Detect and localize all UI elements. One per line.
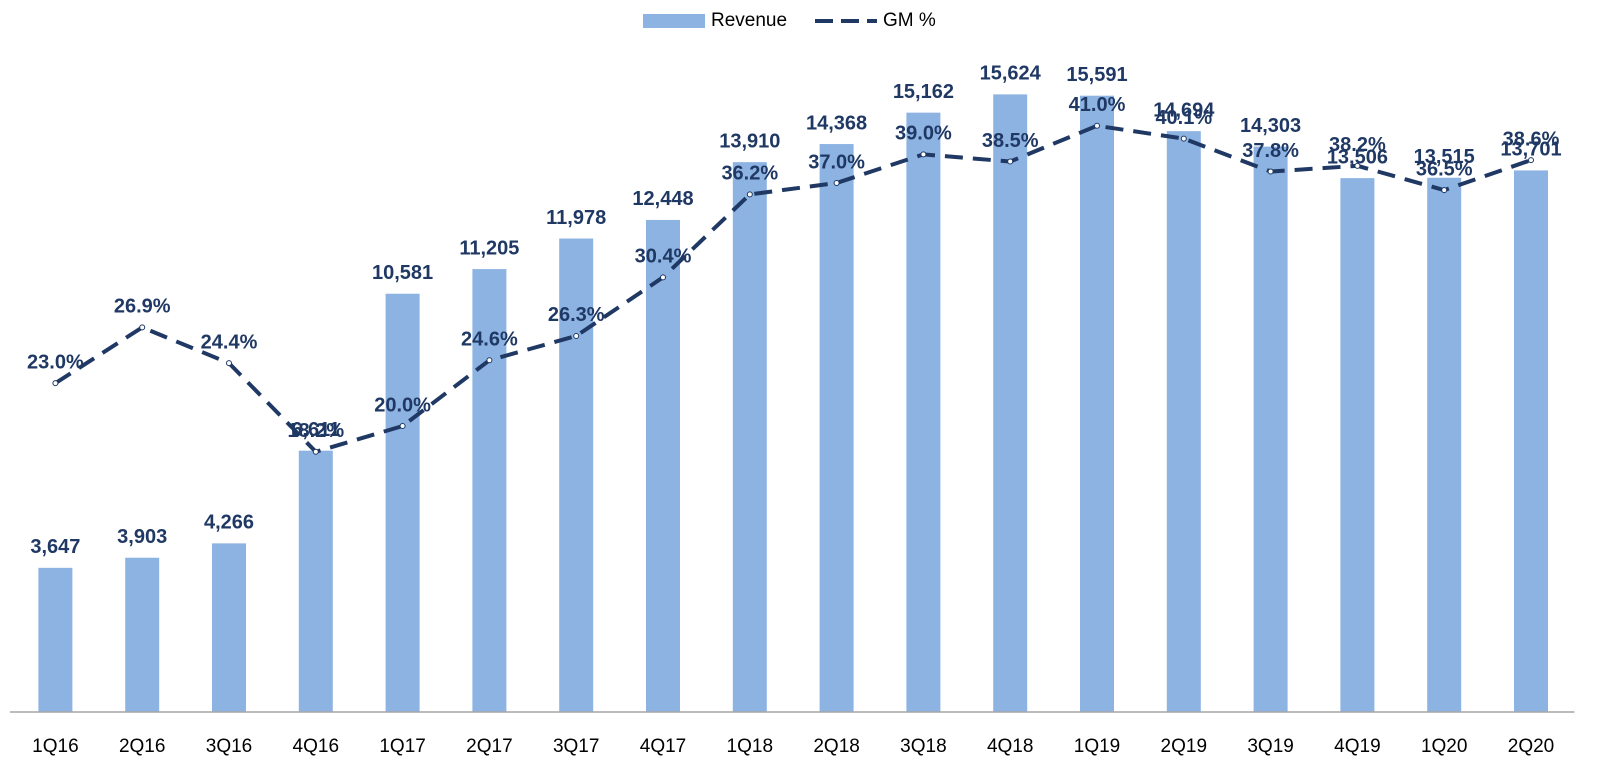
data-label: 39.0% [895, 123, 952, 145]
x-tick-label: 1Q18 [727, 736, 773, 757]
point [573, 332, 580, 339]
data-label: 15,591 [1066, 64, 1127, 86]
point [226, 360, 232, 367]
point [312, 448, 319, 455]
line [54, 123, 1532, 455]
data-label: 13,515 [1414, 146, 1475, 168]
data-label: 14,303 [1240, 115, 1301, 137]
point [1441, 187, 1448, 194]
bar [1253, 146, 1288, 712]
data-label: 20.0% [374, 394, 431, 416]
data-label: 14,368 [806, 112, 867, 134]
bar [125, 557, 160, 712]
x-tick-label: 4Q18 [987, 736, 1033, 757]
data-label: 40.1% [1155, 107, 1212, 129]
data-label: 13,506 [1327, 146, 1388, 168]
data-label: 3,647 [30, 536, 80, 558]
data-label: 37.8% [1242, 140, 1299, 162]
x-tick-label: 1Q16 [32, 736, 78, 757]
point [746, 191, 753, 198]
data-label: 38.6% [1503, 128, 1560, 150]
bar [472, 269, 507, 712]
x-tick-label: 3Q19 [1247, 736, 1293, 757]
data-label: 11,978 [546, 207, 606, 229]
data-label: 12,448 [632, 188, 693, 210]
x-tick-label: 2Q18 [813, 736, 859, 757]
point [1180, 135, 1187, 142]
point [139, 324, 146, 331]
x-tick-label: 2Q16 [119, 736, 165, 757]
point [1354, 162, 1361, 169]
x-tick-label: 3Q18 [900, 736, 946, 757]
x-tick-label: 4Q17 [640, 736, 686, 757]
x-tick-label: 2Q19 [1161, 736, 1207, 757]
data-label: 38.2% [1329, 134, 1386, 156]
data-label: 6,611 [291, 419, 340, 441]
bar [993, 94, 1028, 713]
point [920, 151, 927, 158]
x-tick-label: 4Q16 [293, 736, 339, 757]
legend-swatch [643, 14, 705, 28]
data-label: 24.4% [201, 331, 258, 353]
data-label: 15,162 [893, 81, 954, 103]
bar [906, 112, 941, 713]
x-tick-label: 1Q20 [1421, 736, 1467, 757]
bar [1166, 131, 1201, 712]
data-label: 38.5% [982, 130, 1039, 152]
point [1094, 122, 1100, 129]
data-label: 24.6% [461, 329, 518, 351]
data-label: 26.3% [548, 304, 605, 326]
x-tick-label: 3Q17 [553, 736, 599, 757]
point [399, 423, 406, 430]
data-label: 15,624 [980, 63, 1042, 85]
data-label: 13,701 [1500, 139, 1561, 161]
x-tick-label: 2Q17 [466, 736, 512, 757]
data-label: 3,903 [117, 526, 167, 548]
point [833, 179, 840, 186]
data-label: 4,266 [204, 512, 254, 534]
data-label: 41.0% [1069, 94, 1126, 116]
point [1528, 157, 1534, 164]
bar [38, 567, 73, 712]
data-label: 26.9% [114, 296, 171, 318]
x-tick-label: 2Q20 [1508, 736, 1554, 757]
legend-label: GM % [883, 10, 936, 31]
data-label: 11,205 [459, 237, 519, 259]
data-label: 14,694 [1153, 99, 1215, 121]
data-label: 36.5% [1416, 158, 1473, 180]
x-tick-label: 4Q19 [1334, 736, 1380, 757]
bar [1427, 177, 1462, 712]
bar [1080, 95, 1114, 712]
x-tick-label: 1Q19 [1074, 736, 1120, 757]
bar [646, 219, 680, 713]
bar [732, 162, 767, 713]
bar [385, 293, 420, 712]
bar [298, 450, 333, 712]
x-tick-label: 1Q17 [379, 736, 425, 757]
point [486, 357, 493, 364]
bar [559, 238, 594, 712]
data-label: 37.0% [808, 151, 865, 173]
data-label: 10,581 [372, 262, 433, 284]
data-label: 23.0% [27, 351, 84, 373]
data-label: 18.2% [287, 420, 344, 442]
legend-label: Revenue [711, 10, 787, 31]
point [1267, 168, 1274, 175]
bar [819, 144, 854, 713]
bar [1514, 170, 1548, 712]
point [660, 274, 666, 281]
point [52, 380, 59, 387]
data-label: 30.4% [635, 246, 692, 268]
bar [1340, 178, 1375, 712]
x-tick-label: 3Q16 [206, 736, 252, 757]
data-label: 13,910 [719, 130, 780, 152]
bar [212, 543, 246, 712]
point [1007, 158, 1014, 165]
data-label: 36.2% [721, 163, 778, 185]
